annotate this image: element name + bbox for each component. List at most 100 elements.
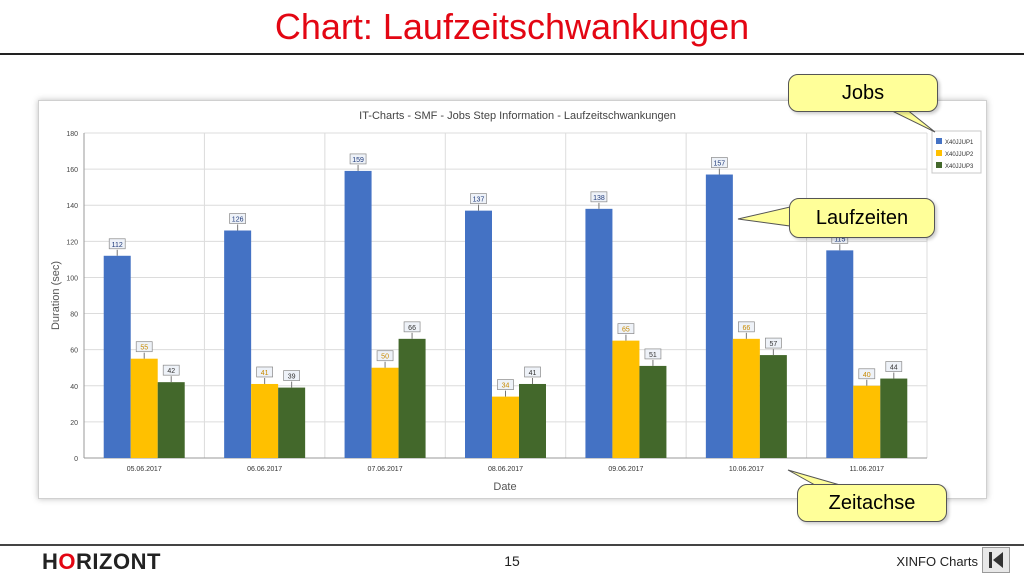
legend-swatch — [936, 162, 942, 168]
y-tick-label: 20 — [70, 420, 78, 427]
bar — [759, 355, 787, 458]
chart-frame: IT-Charts - SMF - Jobs Step Information … — [38, 100, 987, 499]
x-tick-label: 09.06.2017 — [608, 466, 643, 473]
bar — [465, 210, 492, 458]
horizont-logo: HORIZONT — [42, 549, 161, 575]
legend-entry: X40JJUP3 — [945, 164, 974, 170]
data-label-box — [108, 238, 126, 250]
data-label: 41 — [261, 370, 269, 377]
data-label-box — [403, 321, 421, 333]
data-label: 115 — [834, 236, 845, 243]
y-tick-label: 180 — [66, 131, 78, 138]
bar — [371, 367, 399, 458]
footer-divider — [0, 544, 1024, 546]
first-slide-button[interactable] — [982, 547, 1010, 573]
data-label-box — [711, 157, 728, 168]
logo-letter-h: H — [42, 549, 59, 574]
legend-entry: X40JJUP1 — [945, 140, 974, 146]
data-label: 55 — [140, 345, 148, 352]
bar — [492, 396, 519, 458]
bar — [880, 378, 908, 458]
callout-jobs: Jobs — [788, 74, 938, 112]
bar — [585, 208, 613, 458]
x-tick-label: 08.06.2017 — [488, 466, 523, 473]
x-tick-label: 11.06.2017 — [850, 466, 885, 473]
slide-title: Chart: Laufzeitschwankungen — [274, 6, 750, 47]
data-label: 34 — [502, 383, 510, 390]
data-label: 157 — [714, 161, 726, 168]
data-label: 65 — [622, 327, 630, 334]
data-label: 51 — [649, 352, 657, 359]
x-axis-label: Date — [493, 481, 516, 493]
data-label: 40 — [863, 372, 871, 379]
bar — [224, 230, 252, 458]
skip-to-start-icon — [989, 552, 1003, 568]
data-label: 66 — [408, 325, 416, 332]
y-axis-label: Duration (sec) — [50, 261, 62, 330]
data-label-box — [738, 321, 755, 333]
bar — [705, 174, 733, 458]
data-label: 66 — [742, 325, 750, 332]
data-label: 159 — [352, 157, 364, 164]
data-label-box — [590, 191, 608, 203]
bar — [278, 387, 306, 458]
bar — [157, 382, 185, 458]
y-tick-label: 80 — [70, 312, 78, 319]
y-tick-label: 120 — [66, 239, 78, 246]
y-tick-label: 60 — [70, 348, 78, 355]
y-tick-label: 0 — [74, 456, 78, 463]
data-label: 41 — [529, 370, 537, 377]
callout-zeitachse: Zeitachse — [797, 484, 947, 522]
data-label: 42 — [167, 368, 175, 375]
data-label: 39 — [288, 374, 296, 381]
data-label-box — [858, 368, 876, 380]
logo-rest: RIZONT — [76, 549, 161, 574]
data-label-box — [376, 350, 394, 362]
data-label-box — [349, 153, 367, 165]
data-label-box — [470, 193, 487, 204]
data-label-box — [497, 379, 514, 390]
x-tick-label: 06.06.2017 — [247, 466, 282, 473]
page-number: 15 — [504, 553, 520, 569]
bar — [853, 385, 881, 458]
data-label: 112 — [112, 242, 123, 249]
bar — [398, 338, 426, 458]
chart-title: IT-Charts - SMF - Jobs Step Information … — [359, 110, 676, 122]
bar — [344, 170, 372, 458]
x-tick-label: 07.06.2017 — [368, 466, 403, 473]
legend-swatch — [936, 150, 942, 156]
data-label-box — [162, 364, 180, 376]
y-tick-label: 100 — [66, 275, 78, 282]
bar-chart: IT-Charts - SMF - Jobs Step Information … — [50, 110, 982, 493]
bar — [639, 365, 667, 458]
bar — [732, 338, 760, 458]
legend-entry: X40JJUP2 — [945, 152, 974, 158]
bar — [519, 383, 546, 458]
logo-letter-o: O — [58, 549, 77, 574]
data-label-box — [765, 337, 782, 349]
data-label-box — [617, 323, 635, 334]
data-label-box — [229, 213, 246, 224]
data-label: 44 — [890, 365, 898, 372]
bar — [612, 340, 640, 458]
legend-swatch — [936, 138, 942, 144]
footer-label: XINFO Charts — [896, 554, 978, 569]
data-label: 138 — [593, 195, 605, 202]
data-label: 126 — [232, 217, 244, 224]
data-label-box — [283, 370, 300, 381]
bar — [826, 250, 854, 458]
data-label: 50 — [381, 354, 389, 361]
data-label-box — [644, 348, 662, 360]
data-label-box — [135, 341, 153, 353]
x-tick-label: 05.06.2017 — [127, 466, 162, 473]
data-label: 57 — [769, 341, 777, 348]
title-divider — [0, 53, 1024, 55]
x-tick-label: 10.06.2017 — [729, 466, 764, 473]
bar — [103, 255, 131, 458]
callout-laufzeiten: Laufzeiten — [789, 198, 935, 238]
bar — [251, 383, 279, 458]
y-tick-label: 40 — [70, 384, 78, 391]
data-label-box — [524, 366, 541, 378]
data-label-box — [256, 366, 273, 378]
data-label-box — [885, 361, 903, 372]
